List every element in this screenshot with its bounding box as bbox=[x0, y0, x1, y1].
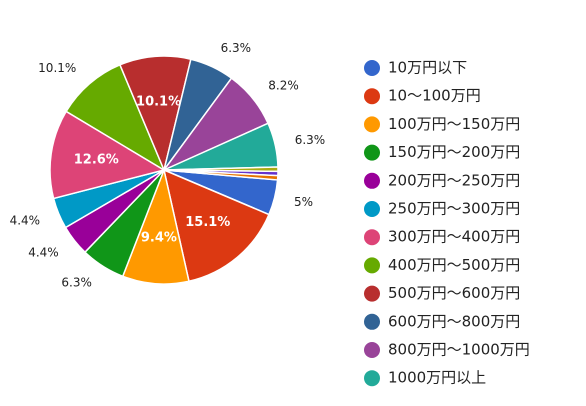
data-label-1: 15.1% bbox=[185, 215, 230, 230]
legend-label: 600万円〜800万円 bbox=[388, 312, 520, 330]
legend-label: 500万円〜600万円 bbox=[388, 284, 520, 302]
legend-swatch bbox=[364, 201, 380, 217]
legend-item: 10〜100万円 bbox=[364, 87, 481, 105]
data-label-9: 6.3% bbox=[221, 41, 252, 55]
data-label-11: 6.3% bbox=[295, 133, 326, 147]
legend-swatch bbox=[364, 370, 380, 387]
legend-item: 10万円以下 bbox=[364, 59, 467, 77]
legend-item: 800万円〜1000万円 bbox=[364, 341, 530, 359]
data-label-6: 12.6% bbox=[74, 153, 119, 168]
legend-swatch bbox=[364, 116, 380, 133]
data-label-3: 6.3% bbox=[61, 276, 92, 290]
pie-slice-7 bbox=[65, 63, 166, 172]
legend-swatch bbox=[364, 172, 380, 189]
legend-label: 800万円〜1000万円 bbox=[388, 341, 530, 359]
legend-item: 1000万円以上 bbox=[364, 369, 486, 387]
legend-swatch bbox=[364, 257, 380, 274]
data-label-5: 4.4% bbox=[10, 214, 41, 228]
legend-item: 250万円〜300万円 bbox=[364, 200, 520, 218]
legend-label: 100万円〜150万円 bbox=[388, 115, 520, 133]
legend-label: 1000万円以上 bbox=[388, 369, 486, 387]
legend-swatch bbox=[364, 88, 380, 105]
data-label-8: 10.1% bbox=[136, 94, 181, 109]
legend-swatch bbox=[364, 144, 380, 161]
legend-swatch bbox=[364, 229, 380, 246]
legend-swatch bbox=[364, 285, 380, 302]
legend-item: 200万円〜250万円 bbox=[364, 171, 520, 189]
legend-swatch bbox=[364, 342, 380, 358]
legend-item: 150万円〜200万円 bbox=[364, 143, 520, 161]
data-label-0: 5% bbox=[294, 195, 313, 209]
legend-swatch bbox=[364, 60, 380, 76]
legend-label: 400万円〜500万円 bbox=[388, 256, 520, 274]
pie-slice-6 bbox=[49, 110, 166, 200]
pie-slice-minor bbox=[163, 169, 279, 181]
pie-data-labels: 5% 15.1% 9.4% 6.3% 4.4% 4.4% 12.6% 10.1% 10.1% 6.… bbox=[10, 41, 326, 290]
pie-slice-1 bbox=[162, 168, 270, 283]
legend-label: 250万円〜300万円 bbox=[388, 200, 520, 218]
data-label-2: 9.4% bbox=[141, 231, 177, 246]
legend-item: 300万円〜400万円 bbox=[364, 228, 520, 246]
legend-item: 500万円〜600万円 bbox=[364, 284, 520, 302]
legend-item: 400万円〜500万円 bbox=[364, 256, 520, 274]
data-label-7: 10.1% bbox=[38, 61, 76, 75]
legend-label: 10万円以下 bbox=[388, 59, 467, 77]
data-label-4: 4.4% bbox=[28, 245, 59, 259]
legend-label: 300万円〜400万円 bbox=[388, 228, 520, 246]
legend-label: 150万円〜200万円 bbox=[388, 143, 520, 161]
legend-swatch bbox=[364, 313, 380, 330]
pie-slices bbox=[49, 55, 279, 285]
data-label-10: 8.2% bbox=[268, 78, 299, 92]
legend-item: 100万円〜150万円 bbox=[364, 115, 520, 133]
legend: 10万円以下 10〜100万円 100万円〜150万円 150万円〜200万円 200万… bbox=[364, 59, 530, 387]
pie-slice-8 bbox=[118, 55, 192, 173]
legend-label: 10〜100万円 bbox=[388, 87, 481, 105]
legend-item: 600万円〜800万円 bbox=[364, 312, 520, 330]
legend-label: 200万円〜250万円 bbox=[388, 171, 520, 189]
